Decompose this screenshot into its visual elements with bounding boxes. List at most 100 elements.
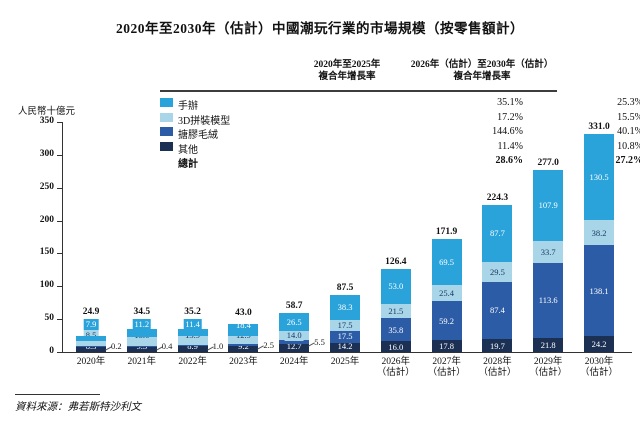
bar-segment-其他	[584, 336, 614, 352]
segment-value-label: 59.2	[439, 315, 455, 326]
cagr-value-2026-2030: 27.2%	[615, 155, 640, 166]
segment-value-label: 38.3	[337, 302, 353, 313]
cagr-value-2026-2030: 10.8%	[617, 140, 640, 152]
x-axis-label: （估計）	[529, 368, 568, 378]
segment-value-label: 35.8	[388, 324, 404, 335]
legend-row-1: 手辦 35.1% 25.3%	[160, 97, 640, 112]
bar-segment-3D拼裝模型	[380, 303, 411, 318]
segment-value-label: 21.5	[388, 305, 404, 316]
cagr-value-2026-2030: 40.1%	[617, 126, 640, 137]
legend-row-3: 搪膠毛絨 144.6% 40.1%	[160, 126, 640, 141]
cagr-value-2026-2030: 15.5%	[617, 111, 640, 123]
y-axis-tick	[57, 253, 62, 255]
y-axis-tick	[57, 352, 62, 353]
cagr-column-header-line1: 2020年至2025年	[313, 60, 381, 70]
legend-label: 手辦	[178, 101, 198, 112]
y-axis-tick-label: 150	[39, 247, 54, 258]
cagr-value-2020-2025: 28.6%	[495, 155, 524, 166]
bar-total-label: 35.2	[184, 307, 201, 317]
y-axis-tick-label: 200	[39, 214, 54, 225]
bar-segment-其他	[431, 340, 462, 352]
y-axis-tick-label: 100	[39, 280, 54, 291]
segment-value-label: 25.4	[439, 288, 455, 299]
segment-value-label: 138.1	[589, 285, 609, 296]
segment-value-chip: 11.2	[132, 319, 152, 330]
chart-title: 2020年至2030年（估計）中國潮玩行業的市場規模（按零售額計）	[116, 21, 524, 36]
segment-value-label: 19.7	[489, 340, 505, 351]
x-axis-label: 2021年	[127, 357, 157, 367]
bar-segment-手辦	[584, 134, 614, 221]
segment-value-chip: 9.2	[236, 341, 251, 352]
bar-total-label: 43.0	[235, 308, 252, 318]
bar-segment-搪膠毛絨	[482, 281, 513, 340]
bar-total-label: 34.5	[133, 307, 151, 317]
bar-segment-手辦	[482, 204, 513, 263]
y-axis-tick-label: 300	[39, 148, 54, 159]
table-header-rule	[160, 90, 557, 92]
segment-value-label: 87.4	[489, 305, 505, 316]
legend-swatch	[160, 98, 173, 107]
bar-total-label: 126.4	[385, 257, 407, 267]
bar-segment-其他	[533, 337, 564, 352]
segment-value-chip: 12.7	[284, 341, 304, 352]
x-axis-label: 2029年	[533, 357, 563, 367]
y-axis-tick-label: 0	[49, 346, 54, 356]
segment-value-label: 26.5	[286, 317, 302, 328]
segment-value-label: 113.6	[538, 295, 558, 306]
cagr-column-header-line2: 複合年增長率	[453, 72, 511, 82]
bar-segment-手辦	[431, 239, 462, 285]
segment-value-label: 29.5	[489, 266, 505, 277]
bar-segment-3D拼裝模型	[126, 336, 157, 346]
cagr-value-2020-2025: 11.4%	[497, 140, 523, 152]
segment-value-chip: 11.4	[183, 319, 202, 330]
segment-value-label: 21.8	[540, 339, 556, 350]
cagr-value-2020-2025: 17.2%	[497, 111, 523, 123]
bar-total-label: 24.9	[82, 307, 100, 317]
y-axis-tick	[57, 286, 62, 288]
bar-total-label: 171.9	[435, 227, 458, 238]
x-axis-label: 2022年	[178, 357, 207, 367]
x-axis-label: （估計）	[579, 368, 618, 378]
bar-segment-3D拼裝模型	[330, 319, 360, 332]
legend-label: 總計	[178, 159, 198, 170]
segment-value-chip: 9.3	[134, 341, 150, 352]
bar-segment-手辦	[533, 169, 564, 241]
x-axis-label: 2027年	[432, 357, 461, 367]
bar-segment-搪膠毛絨	[533, 263, 564, 338]
y-axis-tick	[57, 319, 62, 321]
segment-value-label: 16.0	[388, 341, 404, 352]
bar-segment-手辦	[228, 323, 259, 336]
y-axis-tick	[57, 220, 62, 222]
bar-segment-3D拼裝模型	[482, 262, 513, 282]
cagr-value-2020-2025: 144.6%	[492, 126, 523, 137]
segment-value-label: 24.2	[591, 339, 607, 350]
bar-segment-手辦	[380, 269, 411, 304]
bar-segment-其他	[482, 339, 513, 352]
y-axis-line	[62, 122, 63, 352]
segment-value-label: 17.5	[337, 320, 353, 331]
x-axis-label: （估計）	[376, 368, 415, 378]
segment-callout-label: 2.5	[263, 340, 275, 351]
bar-total-label: 277.0	[537, 157, 559, 168]
bar-total-label: 58.7	[285, 301, 303, 312]
segment-value-chip: 7.9	[83, 319, 99, 330]
bar-segment-手辦	[76, 335, 106, 341]
bar-segment-手辦	[177, 328, 208, 337]
legend-swatch	[160, 112, 173, 122]
legend-label: 3D拼裝模型	[178, 115, 231, 127]
legend-row-4: 其他 11.4% 10.8%	[160, 140, 640, 156]
segment-value-label: 33.7	[540, 246, 556, 257]
segment-value-label: 38.2	[591, 227, 607, 238]
legend-row-2: 3D拼裝模型 17.2% 15.5%	[160, 111, 640, 127]
y-axis-tick	[57, 122, 62, 123]
bar-segment-手辦	[330, 294, 360, 320]
bar-segment-3D拼裝模型	[431, 284, 462, 302]
segment-value-chip: 14.0	[284, 330, 304, 341]
x-axis-label: 2030年	[584, 357, 614, 367]
cagr-column-header-2026-2030: 2026年（估計）至2030年（估計） 複合年增長率	[368, 59, 596, 83]
bar-segment-搪膠毛絨	[584, 245, 614, 337]
bar-total-label: 331.0	[588, 122, 610, 133]
bar-segment-3D拼裝模型	[584, 220, 614, 246]
legend-label: 搪膠毛絨	[178, 130, 218, 141]
